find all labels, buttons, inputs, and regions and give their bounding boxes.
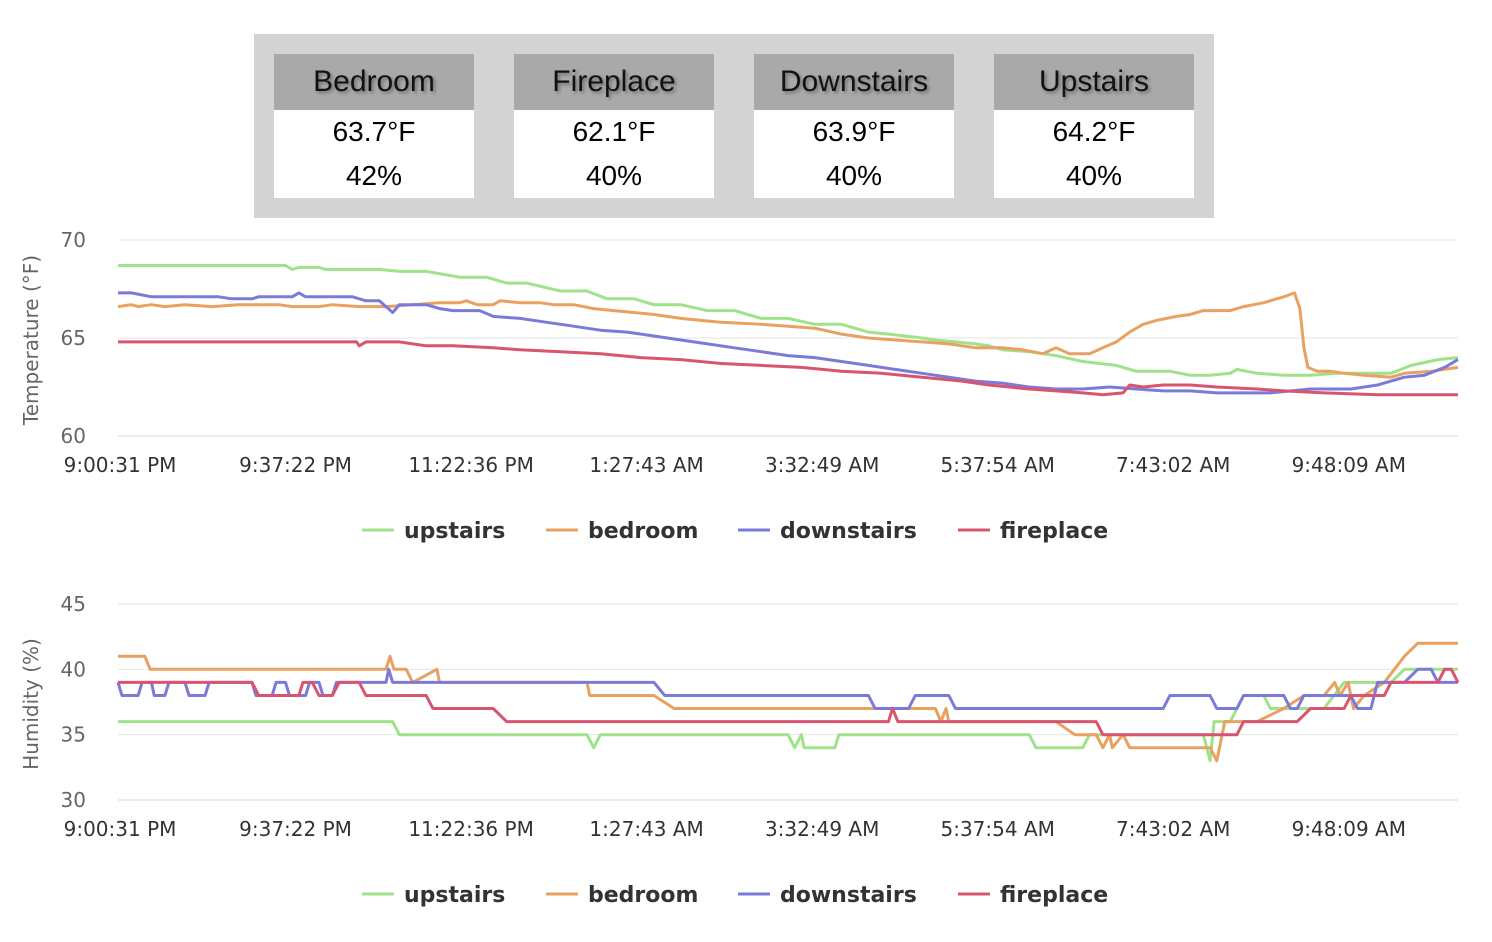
room-name: Bedroom xyxy=(274,54,474,110)
room-name: Downstairs xyxy=(754,54,954,110)
room-temperature: 62.1°F xyxy=(572,116,656,147)
room-temperature: 63.9°F xyxy=(812,116,896,147)
legend-item-bedroom[interactable]: bedroom xyxy=(546,883,698,908)
legend-item-fireplace[interactable]: fireplace xyxy=(958,519,1108,544)
legend-label: bedroom xyxy=(588,519,698,544)
y-axis-title: Humidity (%) xyxy=(19,638,43,770)
series-line-downstairs[interactable] xyxy=(118,291,1459,395)
legend-label: upstairs xyxy=(404,519,505,544)
legend-label: downstairs xyxy=(780,519,917,544)
x-tick-label: 5:37:54 AM xyxy=(940,453,1054,477)
legend-label: fireplace xyxy=(1000,883,1108,908)
x-tick-label: 5:37:54 AM xyxy=(940,817,1054,841)
x-tick-label: 7:43:02 AM xyxy=(1116,817,1230,841)
x-tick-label: 11:22:36 PM xyxy=(408,453,534,477)
x-tick-label: 9:48:09 AM xyxy=(1292,453,1406,477)
x-tick-label: 11:22:36 PM xyxy=(408,817,534,841)
y-tick-label: 30 xyxy=(61,788,86,812)
room-temperature: 64.2°F xyxy=(1052,116,1136,147)
y-tick-label: 45 xyxy=(61,592,86,616)
x-tick-label: 9:37:22 PM xyxy=(239,817,352,841)
series-line-bedroom[interactable] xyxy=(118,641,1458,763)
legend-item-upstairs[interactable]: upstairs xyxy=(362,519,505,544)
x-tick-label: 9:00:31 PM xyxy=(64,453,177,477)
x-tick-label: 1:27:43 AM xyxy=(589,453,703,477)
y-tick-label: 40 xyxy=(61,657,86,681)
x-tick-label: 1:27:43 AM xyxy=(589,817,703,841)
room-humidity: 42% xyxy=(345,160,403,191)
legend-item-upstairs[interactable]: upstairs xyxy=(362,883,505,908)
legend-item-bedroom[interactable]: bedroom xyxy=(546,519,698,544)
legend-label: fireplace xyxy=(1000,519,1108,544)
y-tick-label: 35 xyxy=(61,723,86,747)
room-name: Upstairs xyxy=(994,54,1194,110)
room-humidity: 40% xyxy=(585,160,643,191)
y-tick-label: 65 xyxy=(61,326,86,350)
x-tick-label: 3:32:49 AM xyxy=(765,453,879,477)
legend-label: downstairs xyxy=(780,883,917,908)
temperature-chart: 60 65 70 9:00:31 PM 9:37:22 PM 11:22:36 PM 1:2… xyxy=(19,228,1459,544)
series-line-fireplace[interactable] xyxy=(118,340,1458,397)
legend-label: upstairs xyxy=(404,883,505,908)
series-line-downstairs[interactable] xyxy=(116,667,1458,710)
series-line-fireplace[interactable] xyxy=(118,667,1460,737)
legend-item-downstairs[interactable]: downstairs xyxy=(738,883,917,908)
x-tick-label: 7:43:02 AM xyxy=(1116,453,1230,477)
series-line-upstairs[interactable] xyxy=(118,264,1459,377)
room-temperature: 63.7°F xyxy=(332,116,416,147)
room-humidity: 40% xyxy=(825,160,883,191)
current-readings-panel: Bedroom 63.7°F 42% Fireplace 62.1°F 40% … xyxy=(254,34,1214,218)
x-tick-label: 9:37:22 PM xyxy=(239,453,352,477)
room-card-upstairs: Upstairs 64.2°F 40% xyxy=(994,54,1194,198)
y-tick-label: 60 xyxy=(61,424,86,448)
legend-item-fireplace[interactable]: fireplace xyxy=(958,883,1108,908)
legend-item-downstairs[interactable]: downstairs xyxy=(738,519,917,544)
series-line-bedroom[interactable] xyxy=(117,291,1459,379)
legend-label: bedroom xyxy=(588,883,698,908)
room-card-downstairs: Downstairs 63.9°F 40% xyxy=(754,54,954,198)
x-tick-label: 9:00:31 PM xyxy=(64,817,177,841)
room-name: Fireplace xyxy=(514,54,714,110)
room-humidity: 40% xyxy=(1065,160,1123,191)
y-axis-title: Temperature (°F) xyxy=(19,255,43,426)
x-tick-label: 9:48:09 AM xyxy=(1292,817,1406,841)
humidity-chart: 30 35 40 45 9:00:31 PM 9:37:22 PM 11:22:36 PM 1… xyxy=(19,592,1460,908)
room-card-bedroom: Bedroom 63.7°F 42% xyxy=(274,54,474,198)
y-tick-label: 70 xyxy=(61,228,86,252)
room-card-fireplace: Fireplace 62.1°F 40% xyxy=(514,54,714,198)
x-tick-label: 3:32:49 AM xyxy=(765,817,879,841)
